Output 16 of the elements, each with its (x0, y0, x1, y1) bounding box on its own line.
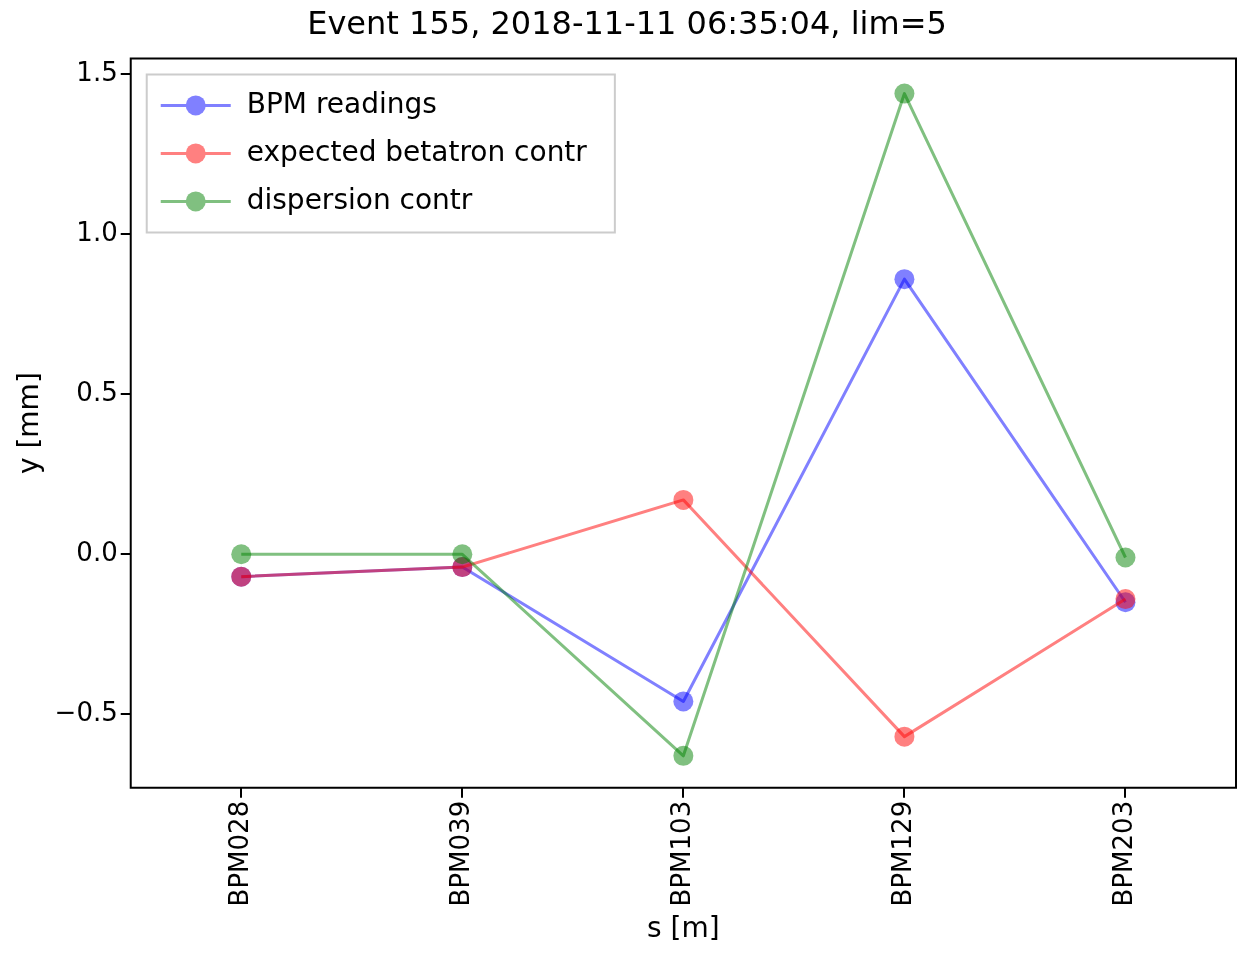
chart-title: Event 155, 2018-11-11 06:35:04, lim=5 (307, 3, 947, 42)
x-tick-label: BPM028 (224, 800, 255, 907)
y-tick-label: −0.5 (54, 696, 118, 727)
legend-label: dispersion contr (246, 182, 473, 216)
y-tick-label: 1.0 (76, 217, 118, 248)
legend-label: BPM readings (246, 86, 437, 120)
legend-label: expected betatron contr (246, 134, 588, 168)
y-tick-label: 1.5 (76, 57, 118, 88)
x-tick-label: BPM039 (445, 800, 476, 907)
y-tick-label: 0.0 (76, 537, 118, 568)
x-tick-label: BPM203 (1108, 800, 1139, 907)
y-axis-title: y [mm] (12, 372, 46, 475)
y-tick-label: 0.5 (76, 377, 118, 408)
x-tick-label: BPM103 (666, 800, 697, 907)
x-tick-label: BPM129 (887, 800, 918, 907)
x-axis-title: s [m] (647, 911, 720, 945)
